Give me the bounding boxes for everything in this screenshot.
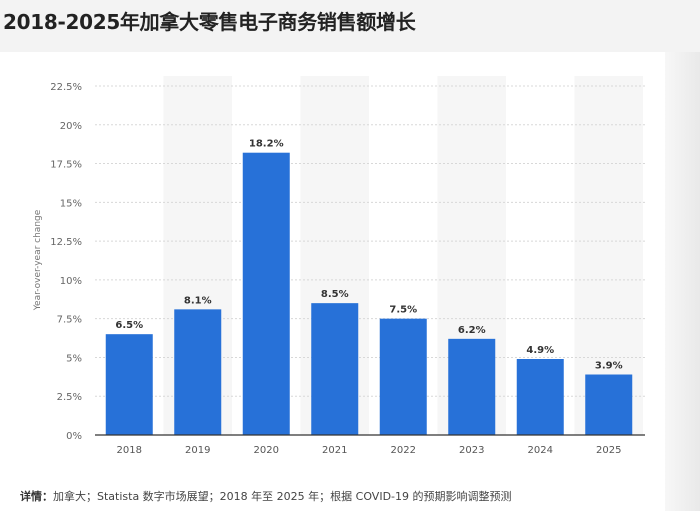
y-tick-label: 17.5%: [50, 160, 82, 171]
y-tick-label: 22.5%: [50, 82, 82, 93]
y-tick-label: 5%: [66, 353, 82, 364]
bar: [585, 374, 633, 435]
x-tick-label: 2021: [322, 445, 347, 456]
bar: [379, 318, 427, 435]
x-tick-label: 2025: [596, 445, 621, 456]
footer-label: 详情：: [20, 490, 53, 503]
bar: [448, 338, 496, 435]
data-label: 6.2%: [458, 325, 486, 336]
bar: [174, 309, 222, 435]
x-tick-label: 2022: [391, 445, 416, 456]
data-label: 4.9%: [526, 345, 554, 356]
data-label: 18.2%: [249, 139, 284, 150]
data-label: 6.5%: [115, 320, 143, 331]
bar: [242, 152, 290, 435]
x-tick-label: 2024: [528, 445, 553, 456]
y-tick-label: 15%: [60, 198, 82, 209]
y-tick-label: 2.5%: [57, 392, 82, 403]
y-tick-label: 10%: [60, 276, 82, 287]
y-tick-label: 7.5%: [57, 315, 82, 326]
x-tick-label: 2019: [185, 445, 210, 456]
data-label: 7.5%: [389, 305, 417, 316]
y-tick-label: 0%: [66, 431, 82, 442]
y-tick-label: 20%: [60, 121, 82, 132]
x-tick-label: 2023: [459, 445, 484, 456]
y-tick-label: 12.5%: [50, 237, 82, 248]
x-tick-label: 2020: [254, 445, 279, 456]
footer-note: 详情：加拿大；Statista 数字市场展望；2018 年至 2025 年；根据…: [20, 488, 512, 504]
y-axis-label: Year-over-year change: [33, 209, 43, 311]
bar: [105, 334, 153, 435]
bar: [311, 303, 359, 435]
data-label: 3.9%: [595, 361, 623, 372]
x-tick-label: 2018: [117, 445, 142, 456]
footer-text: 加拿大；Statista 数字市场展望；2018 年至 2025 年；根据 CO…: [53, 490, 512, 503]
page-title: 2018-2025年加拿大零售电子商务销售额增长: [3, 10, 416, 34]
bar: [516, 358, 564, 435]
data-label: 8.1%: [184, 295, 212, 306]
data-label: 8.5%: [321, 289, 349, 300]
side-shadow: [665, 52, 700, 511]
